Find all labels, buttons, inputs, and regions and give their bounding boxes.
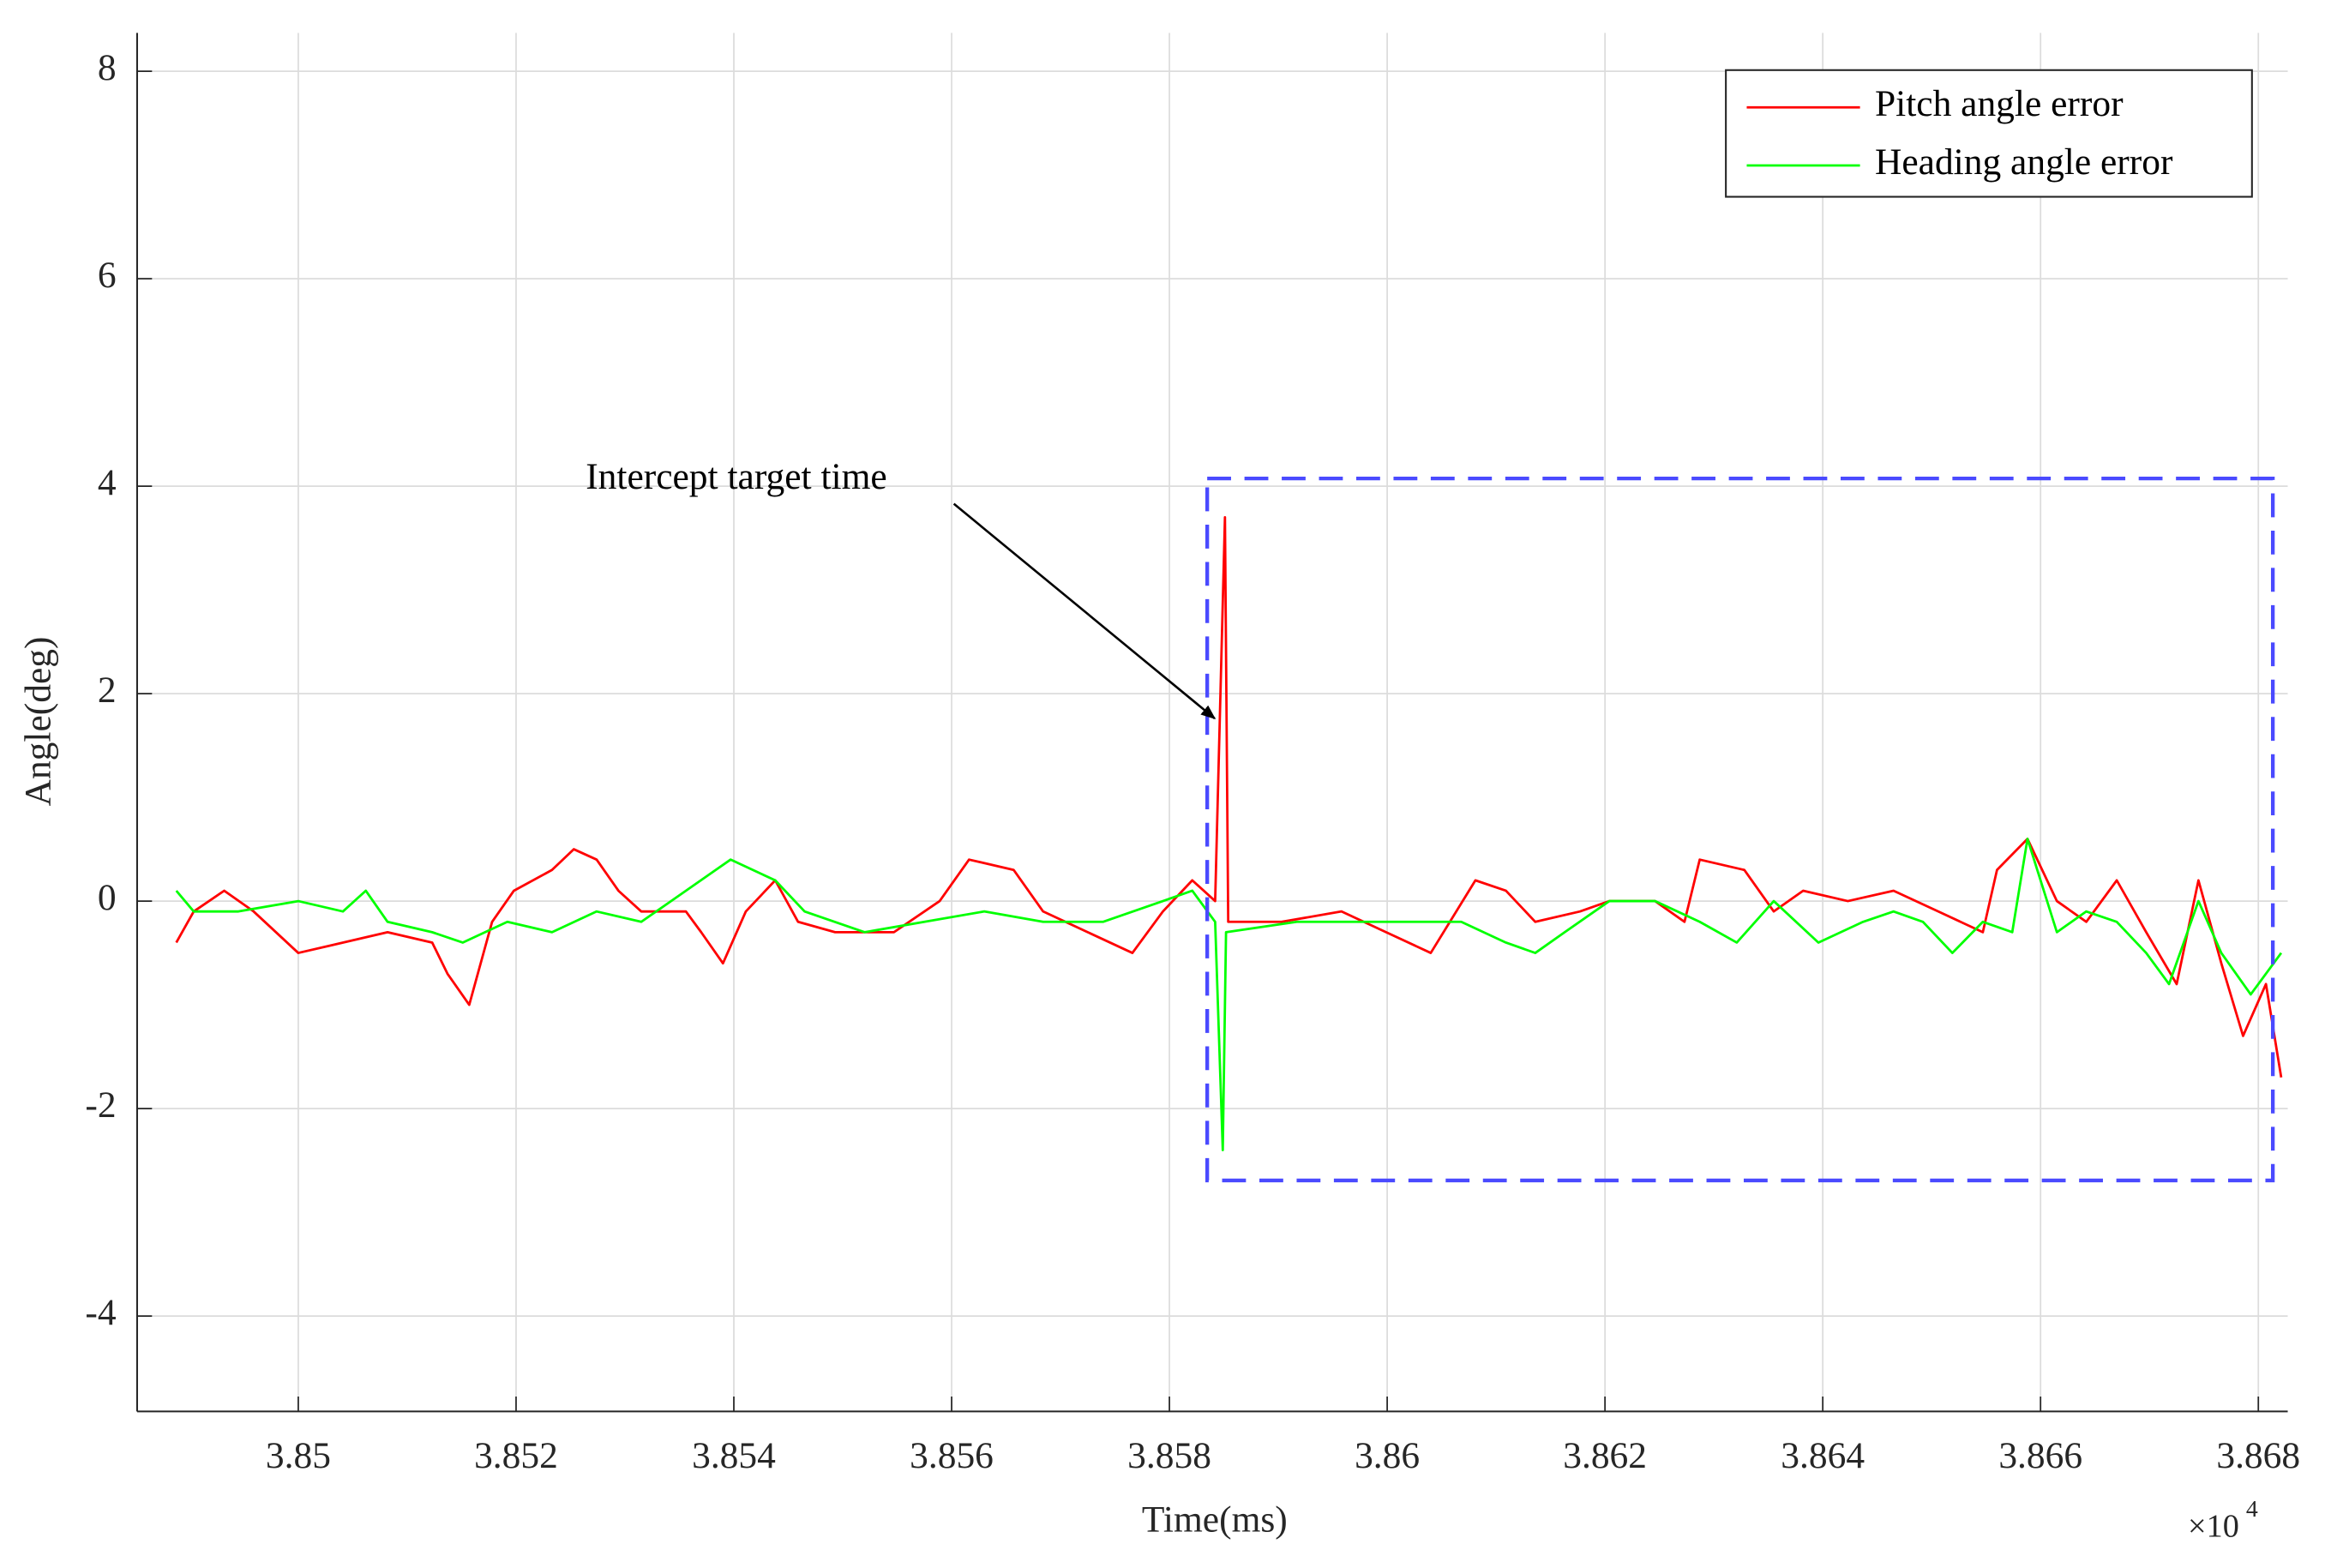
legend-label: Heading angle error [1875, 141, 2173, 183]
annotation: Intercept target time [586, 456, 886, 497]
y-tick-label: 4 [98, 462, 117, 503]
x-exponent-base: ×10 [2188, 1509, 2239, 1545]
series-line [175, 515, 2283, 1078]
x-axis-label: Time(ms) [1142, 1499, 1288, 1541]
highlight-box [1205, 476, 2275, 1183]
legend: Pitch angle error Heading angle error [1725, 69, 2253, 198]
legend-label: Pitch angle error [1875, 83, 2124, 124]
x-tick-label: 3.85 [266, 1435, 331, 1476]
grid [136, 33, 2288, 1412]
y-tick-label: 0 [98, 877, 117, 918]
x-tick-label: 3.862 [1563, 1435, 1647, 1476]
x-tick-label: 3.866 [1998, 1435, 2082, 1476]
y-tick-label: 2 [98, 670, 117, 711]
x-tick-label: 3.858 [1127, 1435, 1211, 1476]
legend-box [1725, 69, 2253, 198]
x-tick-label: 3.854 [692, 1435, 776, 1476]
y-axis-label: Angle(deg) [18, 637, 59, 807]
x-tick-label: 3.852 [474, 1435, 558, 1476]
series-line [175, 838, 2283, 1151]
x-tick-label: 3.856 [910, 1435, 994, 1476]
plot-lines [175, 515, 2283, 1151]
y-tick-label: -4 [85, 1292, 116, 1333]
y-tick-label: 8 [98, 47, 117, 88]
y-tick-label: 6 [98, 255, 117, 296]
x-tick-label: 3.86 [1355, 1435, 1420, 1476]
x-exponent-power: 4 [2246, 1496, 2258, 1523]
y-tick-label: -2 [85, 1084, 116, 1126]
annotation-arrow [952, 502, 1217, 720]
x-tick-label: 3.868 [2216, 1435, 2300, 1476]
x-tick-label: 3.864 [1781, 1435, 1865, 1476]
